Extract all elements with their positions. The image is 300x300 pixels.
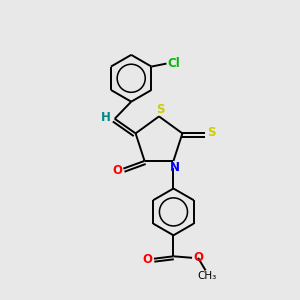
Text: H: H bbox=[101, 111, 111, 124]
Text: O: O bbox=[112, 164, 122, 177]
Text: N: N bbox=[170, 161, 180, 174]
Text: Cl: Cl bbox=[168, 57, 180, 70]
Text: S: S bbox=[156, 103, 165, 116]
Text: S: S bbox=[207, 126, 216, 139]
Text: O: O bbox=[193, 251, 203, 264]
Text: O: O bbox=[142, 253, 152, 266]
Text: CH₃: CH₃ bbox=[197, 271, 217, 281]
